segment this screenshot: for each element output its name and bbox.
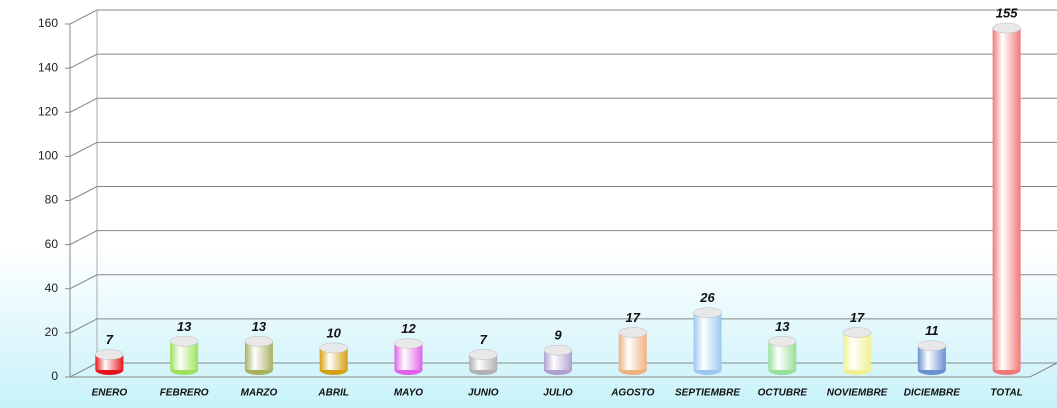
x-tick-label: FEBRERO xyxy=(160,388,209,399)
value-label: 26 xyxy=(699,290,715,305)
value-label: 11 xyxy=(925,323,939,338)
x-tick-label: ABRIL xyxy=(317,388,349,399)
x-tick-label: JULIO xyxy=(543,388,573,399)
bar-top xyxy=(319,342,348,354)
floor-edge xyxy=(70,362,1057,378)
bar-top xyxy=(394,338,423,349)
value-label: 9 xyxy=(554,328,562,343)
y-tick-label: 0 xyxy=(51,369,58,383)
grid-line xyxy=(69,186,1057,201)
value-label: 12 xyxy=(401,321,416,336)
y-tick-label: 60 xyxy=(45,237,59,251)
y-tick-label: 100 xyxy=(38,149,58,163)
grid-line xyxy=(69,141,1057,157)
bar-top xyxy=(618,327,648,338)
bar-top xyxy=(244,336,274,347)
x-tick-label: SEPTIEMBRE xyxy=(675,388,740,399)
value-label: 10 xyxy=(326,325,341,340)
x-tick-label: TOTAL xyxy=(990,388,1022,399)
bar-top xyxy=(992,22,1021,34)
value-label: 7 xyxy=(480,332,488,347)
x-tick-label: DICIEMBRE xyxy=(904,388,960,399)
x-tick-label: JUNIO xyxy=(468,388,499,399)
grid-line xyxy=(69,274,1057,290)
bar-top xyxy=(169,336,199,347)
value-label: 17 xyxy=(626,310,641,325)
x-tick-label: MAYO xyxy=(394,388,423,399)
grid-line xyxy=(69,97,1057,113)
x-tick-label: NOVIEMBRE xyxy=(827,388,888,399)
y-tick-label: 20 xyxy=(45,325,59,339)
bar xyxy=(693,312,722,370)
bar-top xyxy=(95,349,124,360)
bar xyxy=(843,332,872,370)
grid-line xyxy=(69,53,1057,69)
x-tick-label: AGOSTO xyxy=(610,388,654,399)
bar xyxy=(992,28,1021,370)
x-tick-label: MARZO xyxy=(241,388,278,399)
x-tick-label: OCTUBRE xyxy=(758,388,808,399)
y-tick-label: 120 xyxy=(38,104,58,118)
bar-top xyxy=(768,336,797,347)
y-tick-label: 40 xyxy=(45,281,59,295)
bar-top xyxy=(917,340,947,351)
value-label: 13 xyxy=(177,319,192,334)
y-tick-label: 80 xyxy=(45,193,59,207)
grid-line xyxy=(69,230,1057,246)
bar-top xyxy=(693,307,722,318)
value-label: 155 xyxy=(996,5,1018,20)
value-label: 13 xyxy=(252,319,267,334)
y-tick-label: 140 xyxy=(38,60,58,74)
bar-top xyxy=(842,327,872,338)
value-label: 13 xyxy=(775,319,790,334)
bar-top xyxy=(543,344,573,356)
value-label: 17 xyxy=(850,310,865,325)
x-tick-label: ENERO xyxy=(92,388,128,399)
grid-line xyxy=(69,9,1057,25)
bar-top xyxy=(468,349,498,360)
bar xyxy=(618,332,647,370)
y-tick-label: 160 xyxy=(38,16,58,30)
grid-line xyxy=(69,318,1057,334)
bar xyxy=(544,350,572,370)
bar xyxy=(319,347,348,370)
value-label: 7 xyxy=(106,332,114,347)
